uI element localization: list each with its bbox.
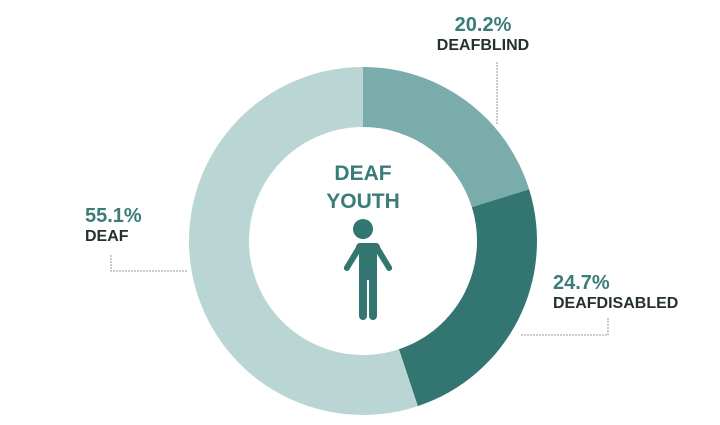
leader-line-deafdisabled: [520, 318, 609, 336]
slice-deaf: [189, 67, 418, 415]
value-label-deafblind: 20.2%: [454, 14, 512, 36]
label-deafblind: 20.2% DEAFBLIND: [428, 15, 538, 54]
center-label: DEAF YOUTH: [303, 160, 423, 216]
category-label-deafdisabled: DEAFDISABLED: [553, 295, 679, 312]
category-label-deafblind: DEAFBLIND: [436, 37, 530, 54]
value-label-deaf: 55.1%: [85, 205, 142, 227]
center-label-line-1: DEAF: [334, 162, 392, 185]
value-label-deafdisabled: 24.7%: [553, 272, 610, 294]
slice-deafdisabled: [398, 189, 537, 407]
center-label-line-2: YOUTH: [326, 190, 400, 213]
person-icon: [343, 219, 393, 320]
label-deaf: 55.1% DEAF: [85, 206, 142, 245]
category-label-deaf: DEAF: [85, 228, 129, 245]
slice-deafblind: [363, 67, 530, 208]
label-deafdisabled: 24.7% DEAFDISABLED: [553, 273, 678, 312]
leader-line-deaf: [110, 255, 188, 272]
